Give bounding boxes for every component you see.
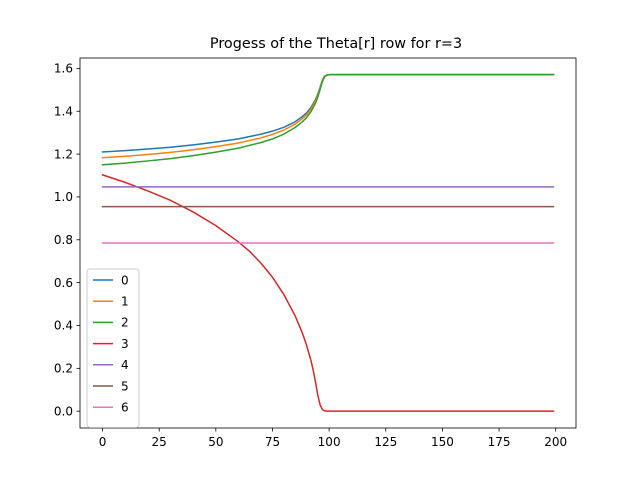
x-tick-label: 75 [265, 435, 280, 449]
legend-label-0: 0 [121, 273, 129, 287]
x-tick-label: 175 [488, 435, 511, 449]
legend-box [86, 268, 140, 428]
x-tick-label: 150 [431, 435, 454, 449]
x-tick-label: 50 [208, 435, 223, 449]
y-tick-label: 1.0 [54, 190, 73, 204]
legend: 0 1 2 3 4 5 6 [86, 268, 140, 428]
legend-label-4: 4 [121, 358, 129, 372]
y-tick-label: 0.4 [54, 319, 73, 333]
legend-label-6: 6 [121, 401, 129, 415]
series-lines [101, 73, 555, 412]
chart-title: Progess of the Theta[r] row for r=3 [210, 36, 462, 52]
y-tick-label: 1.2 [54, 147, 73, 161]
y-tick-label: 0.0 [54, 404, 73, 418]
x-tick-label: 200 [544, 435, 567, 449]
y-tick-label: 1.4 [54, 104, 73, 118]
y-tick-label: 1.6 [54, 62, 73, 76]
y-tick-label: 0.2 [54, 362, 73, 376]
x-tick-label: 100 [318, 435, 341, 449]
x-axis: 0 25 50 75 100 125 150 175 200 [99, 428, 567, 449]
x-tick-label: 0 [99, 435, 107, 449]
y-tick-label: 0.8 [54, 233, 73, 247]
series-line-2 [101, 73, 555, 166]
x-tick-label: 125 [374, 435, 397, 449]
legend-label-1: 1 [121, 295, 129, 309]
x-tick-label: 25 [152, 435, 167, 449]
legend-label-3: 3 [121, 337, 129, 351]
legend-label-5: 5 [121, 379, 129, 393]
series-line-3 [101, 173, 555, 412]
plot-area: 0 25 50 75 100 125 150 175 200 0.00.20.40.60.81.… [54, 57, 577, 449]
y-tick-label: 0.6 [54, 276, 73, 290]
legend-label-2: 2 [121, 316, 129, 330]
axes-frame [79, 57, 577, 429]
y-axis: 0.0 0.2 0.4 0.6 0.8 1.0 1.2 1.4 1.6 [54, 62, 80, 418]
